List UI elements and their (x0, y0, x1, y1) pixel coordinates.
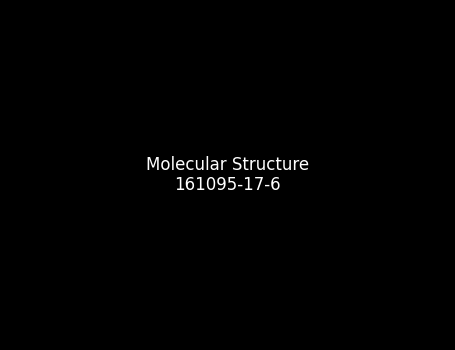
Text: Molecular Structure
161095-17-6: Molecular Structure 161095-17-6 (146, 156, 309, 194)
